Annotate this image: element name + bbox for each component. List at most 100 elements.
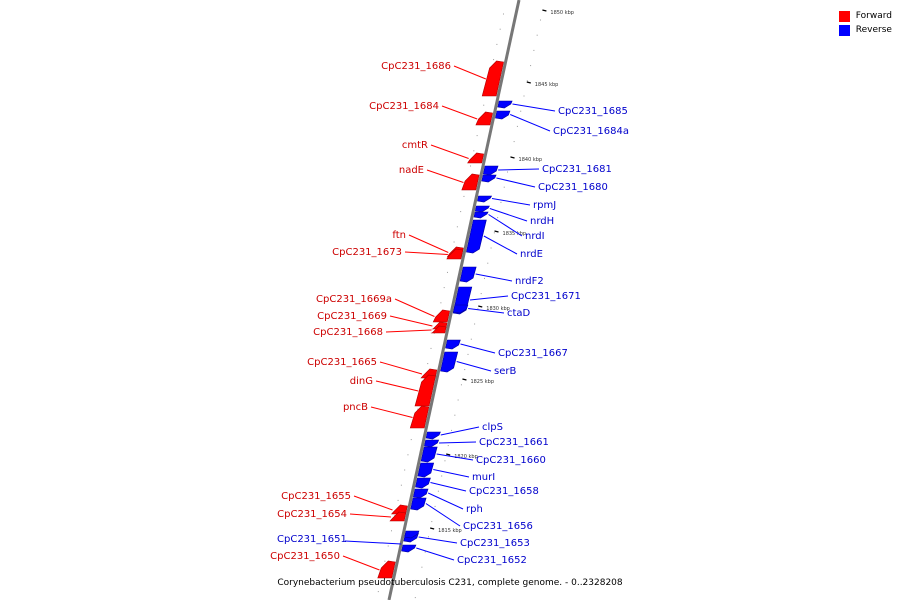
legend-forward-label: Forward bbox=[855, 11, 892, 21]
reverse-gene-label: murI bbox=[472, 472, 495, 483]
reverse-gene-label: CpC231_1671 bbox=[511, 291, 581, 302]
reverse-leader-line bbox=[496, 177, 536, 188]
kbp-tick bbox=[430, 527, 435, 530]
reverse-gene-cpc231_1651 bbox=[404, 530, 420, 539]
reverse-gene-rpmj bbox=[477, 195, 493, 203]
forward-gene-cpc231_1655 bbox=[390, 504, 408, 515]
forward-leader-line bbox=[370, 406, 413, 418]
forward-gene-label: CpC231_1669a bbox=[316, 294, 392, 305]
reverse-leader-line bbox=[498, 168, 540, 171]
reverse-gene-rph bbox=[412, 488, 429, 499]
forward-gene-cpc231_1650 bbox=[377, 560, 396, 579]
forward-gene-cmtr bbox=[467, 152, 484, 164]
reverse-gene-label: nrdI bbox=[525, 231, 545, 242]
genome-caption: Corynebacterium pseudotuberculosis C231,… bbox=[277, 578, 623, 588]
reverse-gene-serb bbox=[440, 351, 459, 373]
reverse-gene-label: CpC231_1660 bbox=[476, 455, 546, 466]
reverse-gene-nrdf2 bbox=[459, 266, 477, 283]
reverse-swatch bbox=[838, 24, 850, 36]
forward-gene-label: nadE bbox=[399, 165, 424, 176]
forward-gene-label: cmtR bbox=[402, 140, 428, 151]
reverse-gene-cpc231_1652 bbox=[401, 544, 417, 553]
kbp-label: 1850 kbp bbox=[550, 10, 574, 16]
forward-leader-line bbox=[379, 361, 423, 375]
reverse-gene-cpc231_1658 bbox=[415, 477, 431, 489]
reverse-gene-label: CpC231_1684a bbox=[553, 126, 629, 137]
kbp-label: 1815 kbp bbox=[438, 528, 462, 534]
kbp-label: 1825 kbp bbox=[470, 379, 494, 385]
kbp-tick bbox=[510, 156, 515, 159]
kbp-label: 1845 kbp bbox=[535, 82, 559, 88]
forward-gene-label: CpC231_1686 bbox=[381, 61, 451, 72]
forward-gene-label: CpC231_1655 bbox=[281, 491, 351, 502]
reverse-leader-line bbox=[433, 469, 470, 478]
kbp-tick bbox=[478, 305, 483, 308]
reverse-gene-cpc231_1684a bbox=[495, 110, 511, 120]
forward-gene-ding bbox=[414, 374, 436, 407]
forward-gene-cpc231_1684 bbox=[475, 111, 493, 126]
reverse-leader-line bbox=[440, 426, 480, 436]
reverse-leader-line bbox=[469, 295, 509, 301]
reverse-leader-line bbox=[489, 208, 528, 222]
kbp-tick bbox=[446, 453, 451, 456]
reverse-gene-label: serB bbox=[494, 366, 516, 377]
reverse-gene-label: CpC231_1680 bbox=[538, 182, 608, 193]
forward-leader-line bbox=[349, 513, 392, 518]
reverse-gene-ctad bbox=[453, 304, 469, 314]
legend-forward: Forward bbox=[838, 9, 892, 23]
reverse-leader-line bbox=[344, 540, 402, 545]
reverse-leader-line bbox=[416, 547, 455, 561]
kbp-tick bbox=[526, 81, 531, 84]
reverse-leader-line bbox=[475, 273, 513, 282]
forward-gene-label: CpC231_1654 bbox=[277, 509, 347, 520]
reverse-gene-label: ctaD bbox=[507, 308, 531, 319]
forward-leader-line bbox=[375, 380, 419, 392]
kbp-label: 1830 kbp bbox=[486, 306, 510, 312]
reverse-gene-label: CpC231_1651 bbox=[277, 534, 347, 545]
kbp-label: 1835 kbp bbox=[503, 231, 527, 237]
forward-gene-pncb bbox=[409, 405, 430, 429]
forward-swatch bbox=[838, 10, 850, 22]
reverse-gene-label: rpmJ bbox=[533, 200, 556, 211]
forward-gene-label: CpC231_1665 bbox=[307, 357, 377, 368]
reverse-gene-label: CpC231_1653 bbox=[460, 538, 530, 549]
forward-gene-cpc231_1669a bbox=[432, 309, 450, 323]
forward-gene-cpc231_1686 bbox=[481, 60, 504, 97]
reverse-leader-line bbox=[460, 343, 496, 354]
forward-gene-label: CpC231_1684 bbox=[369, 101, 439, 112]
reverse-leader-line bbox=[468, 308, 505, 314]
reverse-gene-nrdi bbox=[473, 211, 489, 219]
forward-leader-line bbox=[394, 298, 435, 317]
legend-reverse: Reverse bbox=[838, 23, 892, 37]
reverse-gene-cpc231_1681 bbox=[482, 165, 499, 176]
reverse-leader-line bbox=[436, 453, 474, 461]
reverse-leader-line bbox=[430, 482, 467, 492]
reverse-leader-line bbox=[488, 214, 523, 237]
genome-axis-line bbox=[387, 0, 521, 600]
forward-leader-line bbox=[342, 555, 380, 571]
reverse-gene-label: nrdH bbox=[530, 216, 554, 227]
forward-leader-line bbox=[453, 65, 487, 80]
forward-gene-cpc231_1673 bbox=[446, 248, 464, 260]
reverse-leader-line bbox=[483, 235, 518, 255]
forward-gene-label: CpC231_1668 bbox=[313, 327, 383, 338]
reverse-leader-line bbox=[427, 492, 464, 510]
legend-reverse-label: Reverse bbox=[855, 25, 892, 35]
reverse-gene-clps bbox=[425, 431, 441, 440]
legend: Forward Reverse bbox=[838, 9, 892, 37]
forward-gene-label: dinG bbox=[350, 376, 373, 387]
reverse-leader-line bbox=[439, 441, 477, 444]
forward-gene-label: pncB bbox=[343, 402, 368, 413]
forward-gene-label: CpC231_1669 bbox=[317, 311, 387, 322]
reverse-gene-cpc231_1680 bbox=[481, 174, 497, 183]
kbp-tick bbox=[462, 378, 467, 381]
reverse-gene-cpc231_1656 bbox=[410, 497, 427, 511]
reverse-gene-label: CpC231_1681 bbox=[542, 164, 612, 175]
forward-leader-line bbox=[385, 329, 432, 333]
reverse-gene-label: CpC231_1685 bbox=[558, 106, 628, 117]
reverse-leader-line bbox=[456, 361, 492, 372]
reverse-gene-label: CpC231_1652 bbox=[457, 555, 527, 566]
reverse-gene-label: nrdE bbox=[520, 249, 543, 260]
reverse-gene-nrde bbox=[466, 219, 487, 254]
reverse-gene-label: nrdF2 bbox=[515, 276, 544, 287]
